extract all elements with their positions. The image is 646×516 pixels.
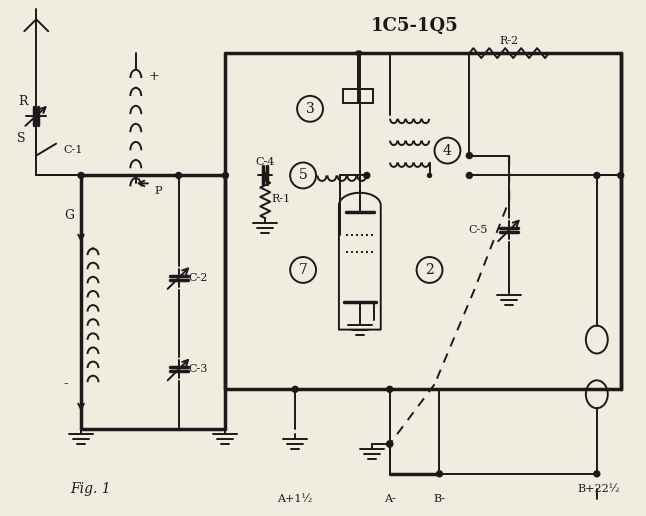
Circle shape <box>262 172 268 179</box>
Circle shape <box>387 386 393 392</box>
Text: G: G <box>64 209 74 222</box>
Circle shape <box>222 172 229 179</box>
Text: 7: 7 <box>298 263 307 277</box>
Text: B-: B- <box>433 494 446 504</box>
Text: R: R <box>19 95 28 108</box>
Text: P: P <box>154 186 162 197</box>
Text: 3: 3 <box>306 102 315 116</box>
Circle shape <box>176 172 182 179</box>
Circle shape <box>387 441 393 447</box>
Text: C-2: C-2 <box>189 273 208 283</box>
Text: B+22½: B+22½ <box>578 484 620 494</box>
Circle shape <box>78 172 84 179</box>
Text: Fig. 1: Fig. 1 <box>70 482 111 496</box>
Circle shape <box>428 173 432 178</box>
Circle shape <box>292 386 298 392</box>
Circle shape <box>466 172 472 179</box>
Circle shape <box>437 471 443 477</box>
Text: C-4: C-4 <box>256 156 275 167</box>
Circle shape <box>466 153 472 158</box>
Circle shape <box>356 51 360 55</box>
Text: 4: 4 <box>443 143 452 157</box>
Text: +: + <box>149 71 159 84</box>
Circle shape <box>594 471 599 477</box>
Text: A+1½: A+1½ <box>278 494 313 504</box>
Bar <box>343 89 373 103</box>
Circle shape <box>387 441 393 447</box>
Text: R-1: R-1 <box>271 195 291 204</box>
Text: 5: 5 <box>298 168 307 183</box>
Text: R-2: R-2 <box>499 36 519 46</box>
Text: C-1: C-1 <box>63 144 83 155</box>
Text: C-3: C-3 <box>189 364 208 375</box>
Circle shape <box>358 51 362 55</box>
Text: C-5: C-5 <box>468 225 487 235</box>
Text: A-: A- <box>384 494 395 504</box>
Text: 1C5-1Q5: 1C5-1Q5 <box>371 17 459 35</box>
Circle shape <box>364 172 370 179</box>
Text: S: S <box>17 132 26 145</box>
Circle shape <box>618 172 623 179</box>
Text: -: - <box>64 377 68 391</box>
Text: 2: 2 <box>425 263 434 277</box>
Circle shape <box>594 172 599 179</box>
